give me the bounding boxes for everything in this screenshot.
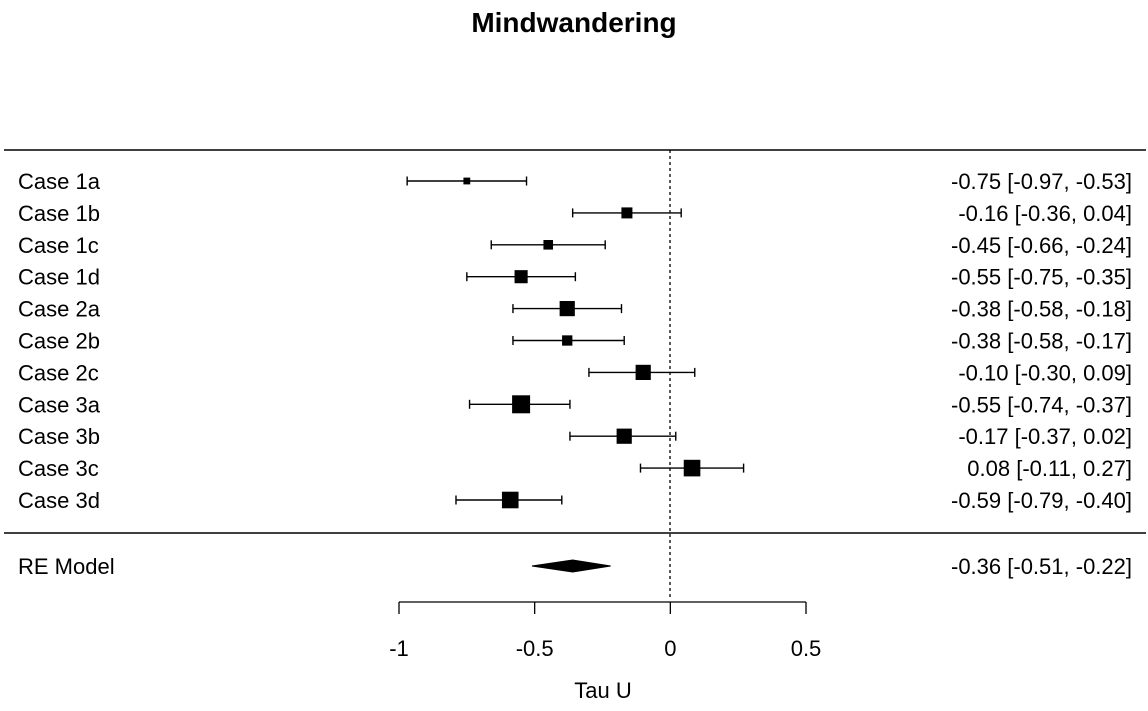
- x-tick-label-2: -0.5: [516, 636, 554, 661]
- study-11-estimate-text: -0.59 [-0.79, -0.40]: [951, 488, 1132, 513]
- study-5-label: Case 2a: [18, 297, 101, 322]
- study-4-label: Case 1d: [18, 265, 100, 290]
- study-8-point-estimate: [512, 395, 531, 414]
- study-3-row: Case 1c -0.45 [-0.66, -0.24]: [18, 233, 1132, 258]
- study-6-row: Case 2b -0.38 [-0.58, -0.17]: [18, 329, 1132, 354]
- study-5-row: Case 2a -0.38 [-0.58, -0.18]: [18, 297, 1132, 322]
- study-10-label: Case 3c: [18, 456, 99, 481]
- study-2-row: Case 1b -0.16 [-0.36, 0.04]: [18, 201, 1132, 226]
- x-tick-label-1: -1: [389, 636, 409, 661]
- summary-label: RE Model: [18, 554, 115, 579]
- study-11-row: Case 3d -0.59 [-0.79, -0.40]: [18, 488, 1132, 513]
- study-10-row: Case 3c 0.08 [-0.11, 0.27]: [18, 456, 1132, 481]
- study-11-label: Case 3d: [18, 488, 100, 513]
- study-9-point-estimate: [616, 428, 632, 444]
- chart-title: Mindwandering: [471, 7, 676, 38]
- study-8-row: Case 3a -0.55 [-0.74, -0.37]: [18, 392, 1132, 417]
- study-1-estimate-text: -0.75 [-0.97, -0.53]: [951, 169, 1132, 194]
- summary-row: RE Model -0.36 [-0.51, -0.22]: [18, 554, 1132, 579]
- study-8-estimate-text: -0.55 [-0.74, -0.37]: [951, 392, 1132, 417]
- study-11-point-estimate: [501, 491, 519, 509]
- study-5-estimate-text: -0.38 [-0.58, -0.18]: [951, 297, 1132, 322]
- study-8-label: Case 3a: [18, 392, 101, 417]
- study-3-point-estimate: [543, 240, 554, 250]
- study-7-estimate-text: -0.10 [-0.30, 0.09]: [958, 360, 1132, 385]
- study-3-estimate-text: -0.45 [-0.66, -0.24]: [951, 233, 1132, 258]
- x-tick-label-4: 0.5: [791, 636, 822, 661]
- study-6-estimate-text: -0.38 [-0.58, -0.17]: [951, 329, 1132, 354]
- study-1-label: Case 1a: [18, 169, 101, 194]
- study-1-row: Case 1a -0.75 [-0.97, -0.53]: [18, 169, 1132, 194]
- summary-estimate-text: -0.36 [-0.51, -0.22]: [951, 554, 1132, 579]
- study-4-point-estimate: [514, 270, 528, 284]
- study-6-label: Case 2b: [18, 329, 100, 354]
- study-6-point-estimate: [562, 335, 573, 346]
- x-tick-label-3: 0: [664, 636, 676, 661]
- study-2-estimate-text: -0.16 [-0.36, 0.04]: [958, 201, 1132, 226]
- study-3-label: Case 1c: [18, 233, 99, 258]
- study-5-point-estimate: [559, 301, 575, 317]
- study-7-row: Case 2c -0.10 [-0.30, 0.09]: [18, 360, 1132, 385]
- study-4-estimate-text: -0.55 [-0.75, -0.35]: [951, 265, 1132, 290]
- study-4-row: Case 1d -0.55 [-0.75, -0.35]: [18, 265, 1132, 290]
- study-2-point-estimate: [621, 207, 633, 219]
- study-rows: Case 1a -0.75 [-0.97, -0.53] Case 1b -0.16 …: [18, 169, 1132, 513]
- x-axis: -1 -0.5 0 0.5: [389, 601, 821, 661]
- study-1-point-estimate: [463, 177, 471, 185]
- study-9-label: Case 3b: [18, 424, 100, 449]
- study-10-estimate-text: 0.08 [-0.11, 0.27]: [967, 456, 1132, 481]
- summary-diamond: [531, 559, 611, 573]
- study-9-estimate-text: -0.17 [-0.37, 0.02]: [958, 424, 1132, 449]
- x-axis-ticks: -1 -0.5 0 0.5: [389, 602, 821, 661]
- study-10-point-estimate: [683, 459, 701, 477]
- x-axis-title: Tau U: [574, 678, 631, 703]
- study-7-label: Case 2c: [18, 360, 99, 385]
- study-2-label: Case 1b: [18, 201, 100, 226]
- study-9-row: Case 3b -0.17 [-0.37, 0.02]: [18, 424, 1132, 449]
- study-7-point-estimate: [635, 364, 651, 380]
